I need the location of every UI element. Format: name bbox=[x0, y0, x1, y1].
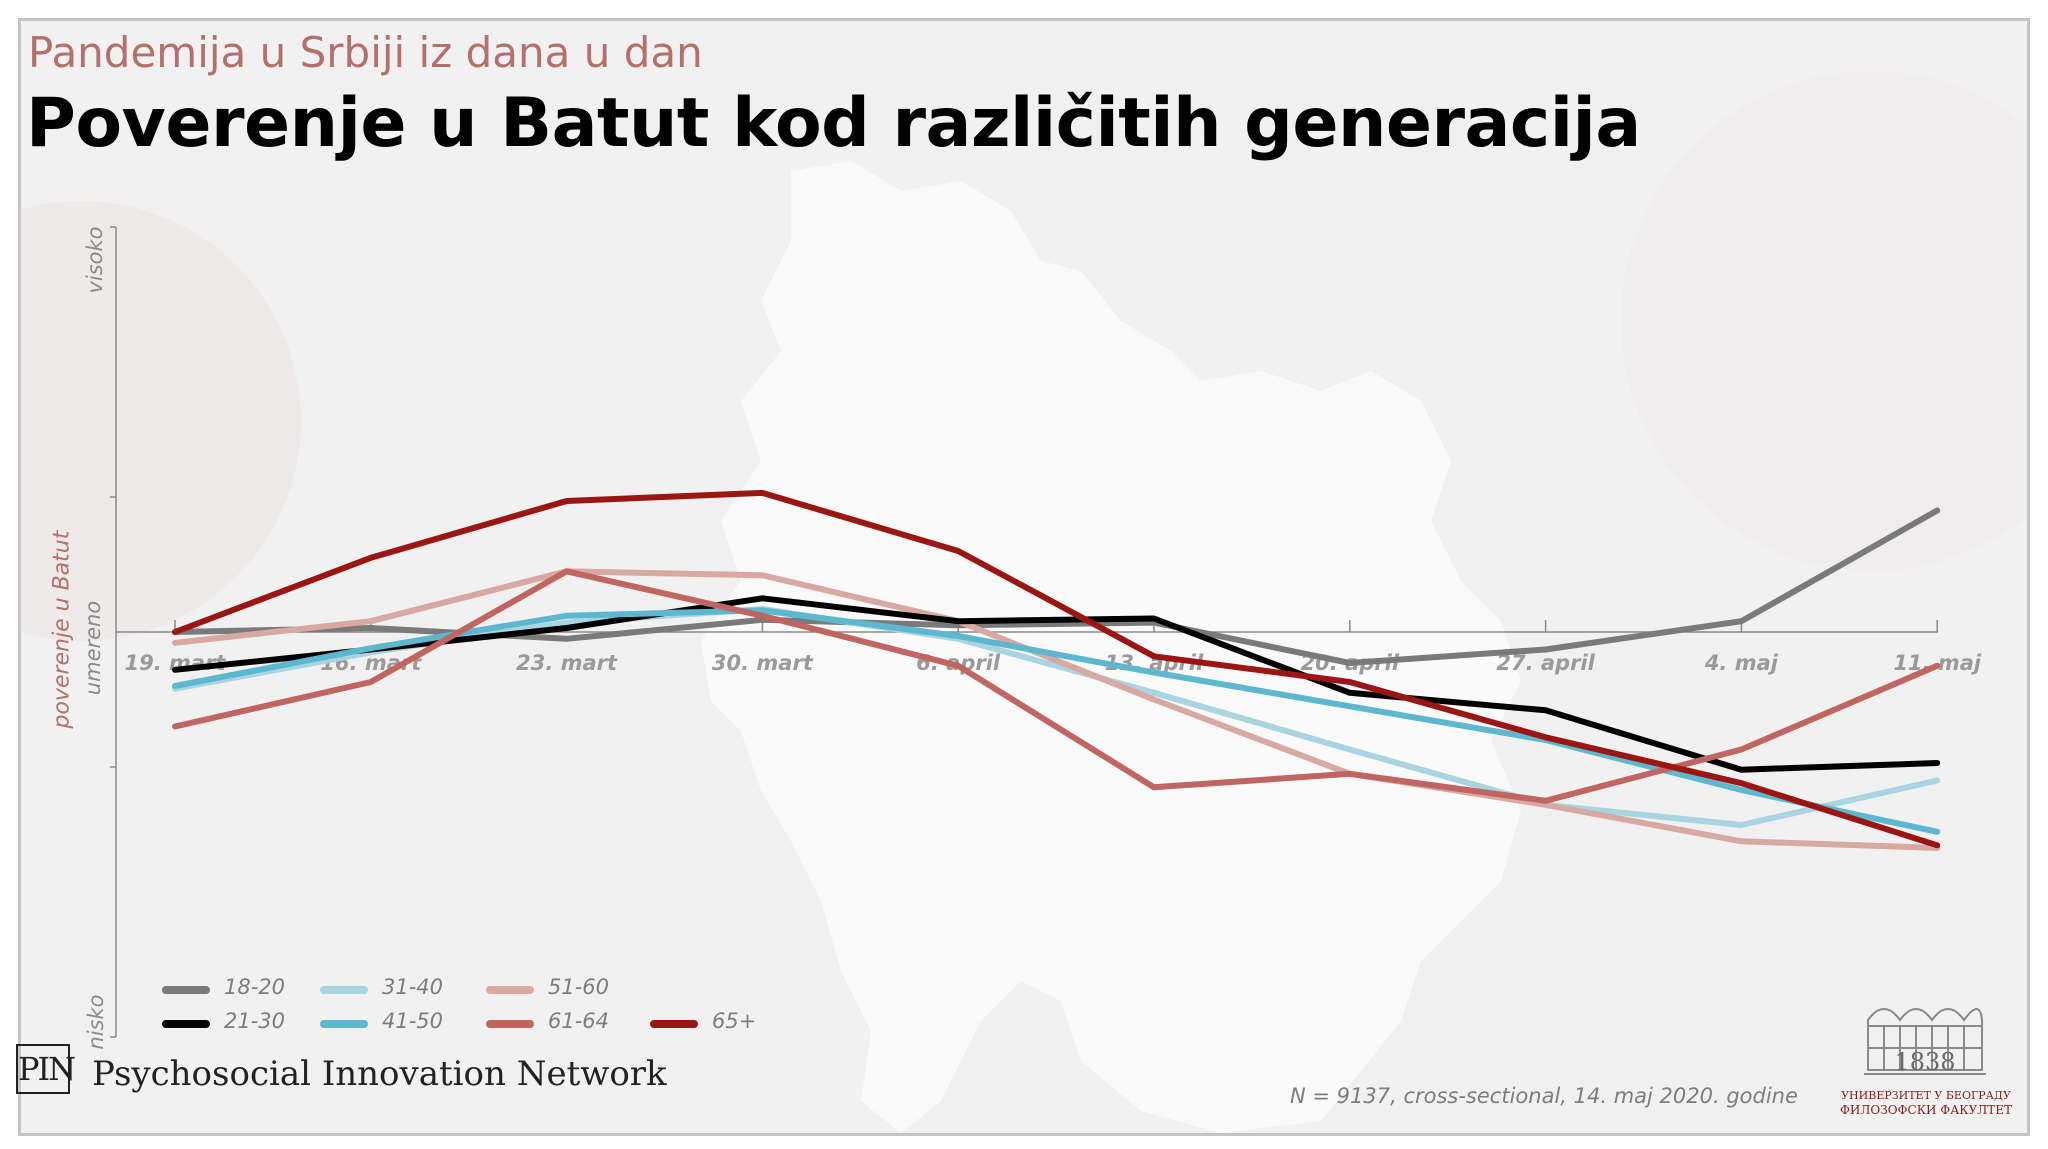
legend: 18-20 31-40 51-60 21-30 41-50 61-64 65+ bbox=[162, 975, 756, 1055]
y-axis-label: poverenje u Batut bbox=[49, 530, 75, 729]
university-building-icon bbox=[1864, 1008, 1986, 1075]
series-line-61-64 bbox=[172, 568, 1941, 804]
x-tick-label: 4. maj bbox=[1704, 651, 1779, 675]
legend-label: 65+ bbox=[712, 1009, 757, 1033]
legend-swatch bbox=[486, 1020, 534, 1028]
org-name: Psychosocial Innovation Network bbox=[92, 1054, 667, 1094]
legend-label: 21-30 bbox=[224, 1009, 286, 1033]
series-lines bbox=[172, 489, 1941, 851]
legend-swatch bbox=[320, 1020, 368, 1028]
y-category-low: nisko bbox=[84, 994, 108, 1050]
legend-swatch bbox=[650, 1020, 698, 1028]
x-tick-label: 27. april bbox=[1496, 651, 1595, 675]
legend-swatch bbox=[162, 986, 210, 994]
legend-label: 41-50 bbox=[382, 1009, 444, 1033]
university-name: УНИВЕРЗИТЕТ У БЕОГРАДУ bbox=[1841, 1089, 2011, 1102]
faculty-name: ФИЛОЗОФСКИ ФАКУЛТЕТ bbox=[1839, 1103, 2013, 1117]
chart-subtitle: Pandemija u Srbiji iz dana u dan bbox=[28, 28, 703, 77]
legend-swatch bbox=[486, 986, 534, 994]
y-category-high: visoko bbox=[83, 226, 107, 294]
serbia-map-background bbox=[21, 71, 2027, 1133]
legend-label: 61-64 bbox=[548, 1009, 610, 1033]
legend-label: 51-60 bbox=[548, 975, 610, 999]
slide-frame bbox=[18, 18, 2030, 1136]
x-tick-label: 30. mart bbox=[712, 651, 814, 675]
series-line-51-60 bbox=[172, 568, 1941, 851]
legend-label: 18-20 bbox=[224, 975, 286, 999]
chart-title: Poverenje u Batut kod različitih generac… bbox=[26, 84, 1641, 163]
legend-swatch bbox=[320, 986, 368, 994]
y-category-moderate: umereno bbox=[81, 600, 105, 696]
x-tick-label: 23. mart bbox=[516, 651, 618, 675]
university-year: 1838 bbox=[1894, 1048, 1956, 1076]
series-line-41-50 bbox=[172, 607, 1941, 835]
legend-swatch bbox=[162, 1020, 210, 1028]
sample-note: N = 9137, cross-sectional, 14. maj 2020.… bbox=[1290, 1084, 1798, 1108]
series-line-65+ bbox=[172, 489, 1941, 849]
series-line-21-30 bbox=[172, 595, 1941, 773]
pin-logo: PIN bbox=[16, 1044, 76, 1094]
legend-label: 31-40 bbox=[382, 975, 444, 999]
